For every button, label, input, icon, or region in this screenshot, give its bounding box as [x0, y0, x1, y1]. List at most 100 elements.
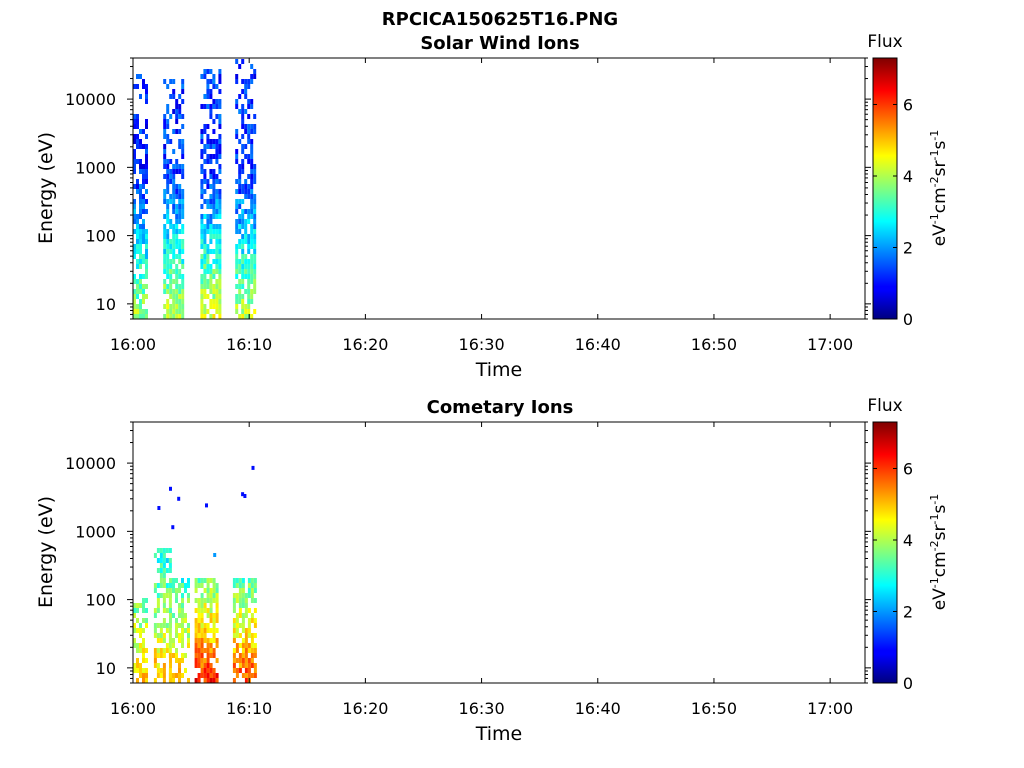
heatmap-cell [200, 643, 204, 648]
heatmap-cell [200, 149, 204, 154]
heatmap-cell [244, 254, 248, 259]
heatmap-cell [200, 259, 204, 264]
heatmap-cell [200, 229, 204, 234]
heatmap-cell [142, 274, 145, 279]
heatmap-cell [145, 314, 148, 319]
heatmap-cell [212, 314, 216, 319]
heatmap-cell [241, 598, 245, 603]
heatmap-cell [175, 578, 178, 583]
heatmap-cell [169, 673, 172, 678]
x-tick-label: 16:30 [459, 699, 505, 718]
heatmap-cell [178, 184, 182, 189]
heatmap-cell [241, 104, 245, 109]
heatmap-cell [250, 224, 254, 229]
heatmap-cell [212, 154, 216, 159]
heatmap-cell [166, 199, 170, 204]
heatmap-cell [133, 628, 136, 633]
heatmap-cell [163, 194, 167, 199]
heatmap-cell [169, 314, 173, 319]
heatmap-cell [253, 74, 257, 79]
heatmap-cell [175, 219, 179, 224]
heatmap-cell [203, 284, 207, 289]
heatmap-cell [136, 159, 139, 164]
heatmap-cell [184, 583, 187, 588]
heatmap-cell [139, 199, 142, 204]
heatmap-cell [250, 209, 254, 214]
heatmap-cell [241, 254, 245, 259]
heatmap-cell [181, 139, 185, 144]
heatmap-cell [203, 668, 207, 673]
heatmap-cell [247, 299, 251, 304]
heatmap-cell [209, 89, 213, 94]
heatmap-cell [215, 618, 219, 623]
heatmap-cell [181, 583, 184, 588]
heatmap-cell [212, 189, 216, 194]
heatmap-cell [181, 144, 185, 149]
heatmap-cells [133, 59, 257, 319]
heatmap-cell [139, 189, 142, 194]
heatmap-cell [253, 174, 257, 179]
heatmap-cell [169, 578, 172, 583]
heatmap-cell [250, 588, 254, 593]
heatmap-cell [218, 229, 222, 234]
heatmap-cell [218, 294, 222, 299]
heatmap-cell [203, 94, 207, 99]
heatmap-cell [250, 618, 254, 623]
heatmap-cell [178, 169, 182, 174]
heatmap-cell [209, 224, 213, 229]
heatmap-cell [235, 249, 239, 254]
heatmap-cell [200, 264, 204, 269]
heatmap-cell [200, 184, 204, 189]
heatmap-cell [172, 244, 176, 249]
heatmap-cell [241, 59, 245, 64]
heatmap-cell [142, 164, 145, 169]
heatmap-cell [250, 179, 254, 184]
heatmap-cell [168, 648, 172, 653]
heatmap-cell [203, 124, 207, 129]
heatmap-cell [133, 668, 136, 673]
heatmap-cell [232, 618, 236, 623]
heatmap-cell [218, 259, 222, 264]
heatmap-cell [218, 264, 222, 269]
y-tick-label: 10 [96, 295, 116, 314]
heatmap-cell [172, 249, 176, 254]
heatmap-cell [235, 668, 239, 673]
heatmap-cell [209, 94, 213, 99]
heatmap-cell [194, 598, 198, 603]
heatmap-cell [232, 633, 236, 638]
heatmap-cell [238, 608, 242, 613]
heatmap-cell [165, 568, 169, 573]
heatmap-cell [212, 294, 216, 299]
heatmap-cell [212, 284, 216, 289]
heatmap-cell [203, 269, 207, 274]
heatmap-cell [142, 603, 145, 608]
heatmap-cell [169, 169, 173, 174]
heatmap-cell [181, 149, 185, 154]
heatmap-cell [206, 658, 210, 663]
heatmap-cell [142, 79, 145, 84]
heatmap-cell [172, 578, 175, 583]
heatmap-cell [162, 568, 166, 573]
heatmap-cell [241, 663, 245, 668]
heatmap-cell [250, 129, 254, 134]
heatmap-cell [145, 284, 148, 289]
heatmap-cell [212, 199, 216, 204]
heatmap-cell [241, 164, 245, 169]
heatmap-cell [169, 174, 173, 179]
heatmap-cell [139, 139, 142, 144]
heatmap-cell [142, 653, 145, 658]
heatmap-cell [139, 289, 142, 294]
heatmap-cell [163, 189, 167, 194]
heatmap-cell [169, 199, 173, 204]
heatmap-cell [241, 144, 245, 149]
heatmap-cell [250, 154, 254, 159]
heatmap-cell [169, 139, 173, 144]
heatmap-cell [178, 244, 182, 249]
heatmap-cell [206, 309, 210, 314]
heatmap-cell [250, 244, 254, 249]
heatmap-cell [200, 254, 204, 259]
heatmap-cell [166, 214, 170, 219]
heatmap-cell [253, 633, 257, 638]
heatmap-cell [200, 623, 204, 628]
